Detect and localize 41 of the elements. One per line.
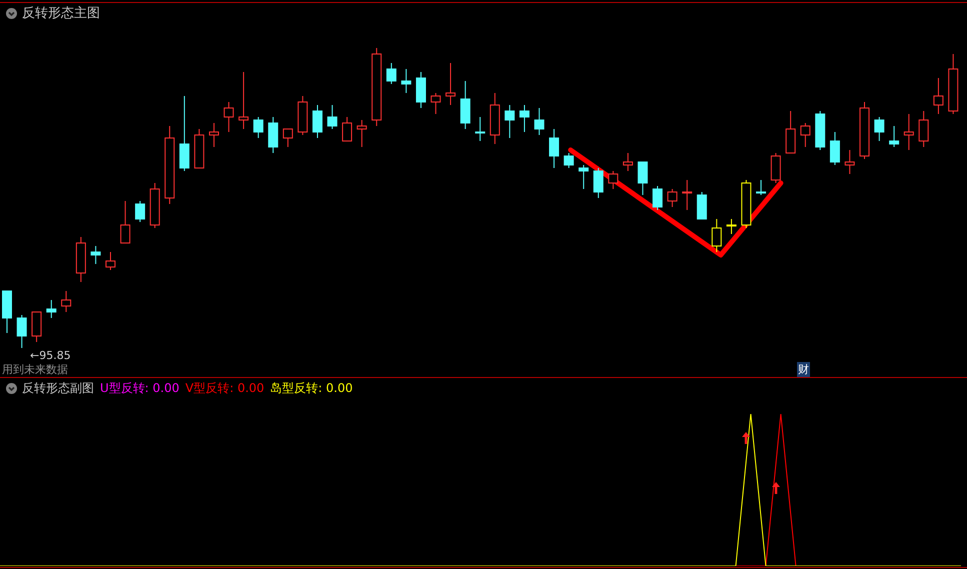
text: ←95.85 [30,349,71,362]
candlestick [504,104,515,138]
candlestick [534,108,544,136]
candlestick [61,290,72,312]
candlestick [164,126,175,204]
candlestick [372,48,382,126]
chart-title: 反转形态副图 [22,381,94,395]
text: : 0.00 [230,381,264,395]
text: : 0.00 [144,381,180,395]
text: 财 [797,362,810,377]
candlestick [208,122,219,148]
candlestick [416,72,426,108]
candlestick [356,120,367,148]
candlestick [401,68,412,94]
candlestick [726,218,736,234]
candlestick [475,116,486,142]
candlestick [268,116,278,154]
candlestick [238,72,249,130]
text: V型反转 [185,381,230,395]
candlestick [46,300,56,318]
text: : 0.00 [318,381,353,395]
candlestick [76,236,86,282]
candlestick [904,114,914,150]
candlestick [90,246,101,264]
candlestick [224,102,234,132]
candlestick [682,180,692,210]
candlestick [446,62,456,106]
chart-title: 反转形态主图 [21,5,100,22]
candlestick [460,80,470,130]
text: 岛型反转 [270,381,318,395]
candlestick [312,104,322,138]
candlestick [918,110,929,148]
candlestick [933,78,944,114]
candlestick [844,150,855,174]
candlestick [490,92,500,144]
candlestick [519,104,530,132]
text: 用到未来数据 [2,362,68,377]
candlestick [549,128,560,168]
candlestick [622,152,633,172]
legend-label: U型反转 [100,381,145,395]
candlestick [712,218,722,252]
